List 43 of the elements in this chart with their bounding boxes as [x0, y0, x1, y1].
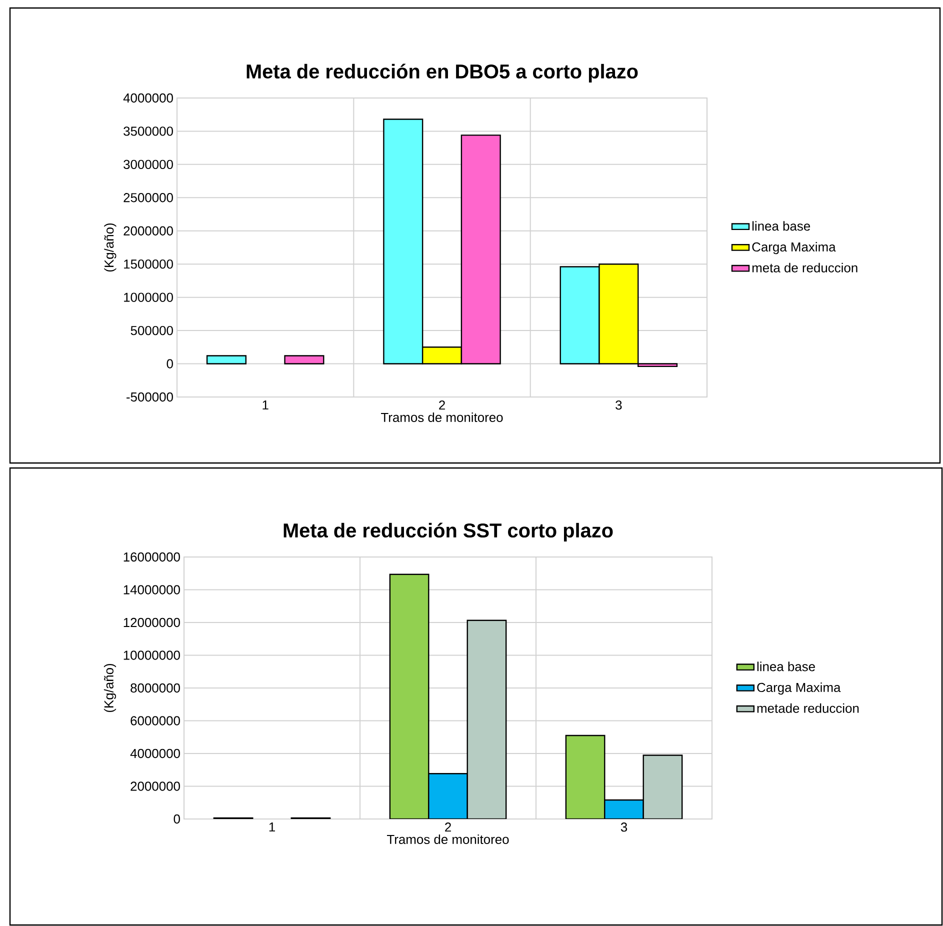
y-tick-label: 4000000: [123, 93, 173, 103]
y-axis-title: (Kg/año): [104, 223, 116, 272]
legend-label: Carga Maxima: [757, 682, 841, 695]
chart-title: Meta de reducción SST corto plazo: [284, 522, 613, 542]
y-tick-label: 500000: [130, 326, 173, 336]
x-tick-label: 2: [445, 822, 451, 832]
y-tick-label: 0: [166, 359, 173, 368]
x-tick-label: 3: [616, 400, 622, 410]
legend-label: linea base: [757, 662, 815, 672]
y-tick-label: 10000000: [124, 650, 180, 660]
y-tick-label: 14000000: [124, 585, 180, 594]
y-tick-label: 2500000: [124, 193, 173, 202]
y-tick-label: 16000000: [124, 552, 180, 562]
y-tick-label: 0: [174, 814, 180, 824]
bar: [466, 620, 507, 819]
y-tick-label: 4000000: [130, 748, 180, 758]
bar: [389, 574, 430, 819]
y-tick-label: 1500000: [124, 260, 173, 269]
x-tick-label: 1: [262, 400, 268, 410]
chart-title: Meta de reducción en DBO5 a corto plazo: [246, 64, 638, 82]
legend-label: Carga Maxima: [752, 242, 836, 254]
y-tick-label: 2000000: [130, 782, 180, 791]
legend-label: meta de reduccion: [752, 262, 858, 272]
x-tick-label: 1: [269, 822, 275, 832]
y-tick-label: 12000000: [124, 618, 180, 628]
legend-label: metade reduccion: [757, 703, 859, 713]
x-tick-label: 2: [439, 400, 445, 410]
y-tick-label: 3500000: [124, 126, 173, 136]
y-tick-label: 8000000: [130, 683, 180, 693]
y-axis-title: (Kg/año): [104, 664, 116, 712]
bar: [284, 355, 324, 364]
bar: [565, 734, 606, 819]
x-axis-title: Tramos de monitoreo: [387, 834, 509, 844]
y-tick-label: 2000000: [124, 226, 173, 236]
bar: [642, 754, 683, 819]
y-tick-label: 1000000: [124, 292, 173, 302]
legend-label: linea base: [752, 221, 810, 231]
x-tick-label: 3: [620, 822, 628, 832]
x-axis-title: Tramos de monitoreo: [381, 412, 503, 422]
y-tick-label: 3000000: [124, 160, 173, 170]
y-tick-label: 6000000: [130, 716, 180, 726]
y-tick-label: -500000: [126, 392, 173, 402]
bar: [206, 355, 247, 364]
